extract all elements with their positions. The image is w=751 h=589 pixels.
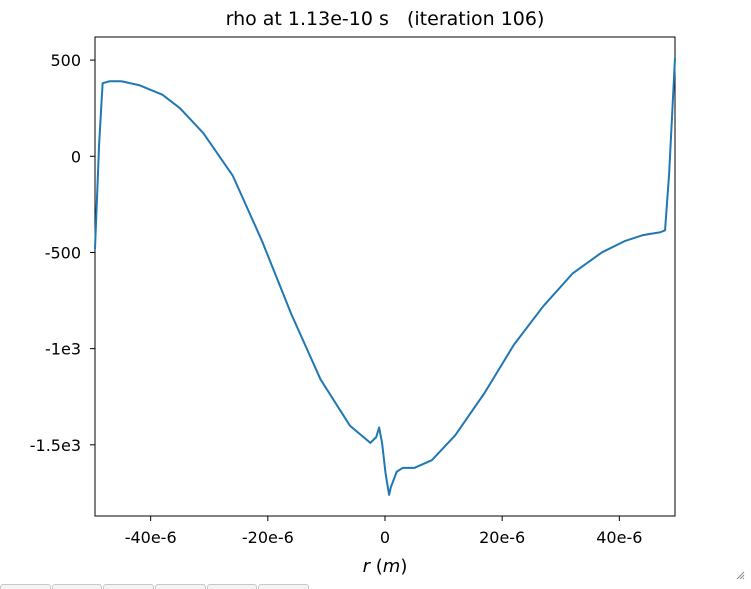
y-tick-label: 0 xyxy=(71,147,81,166)
y-tick-label: -500 xyxy=(45,243,81,262)
x-axis-label-unit: m xyxy=(383,556,401,577)
toolbar-button-forward[interactable] xyxy=(103,584,155,589)
x-tick-label: -40e-6 xyxy=(125,528,177,547)
resize-grip-icon[interactable] xyxy=(736,571,745,580)
x-tick-label: 40e-6 xyxy=(596,528,642,547)
y-tick-label: -1e3 xyxy=(45,340,81,359)
x-axis-label-variable: r xyxy=(363,556,372,577)
x-tick-label: -20e-6 xyxy=(242,528,294,547)
x-axis-label-paren-close: ) xyxy=(400,556,407,577)
x-tick-label: 0 xyxy=(380,528,390,547)
chart-title: rho at 1.13e-10 s (iteration 106) xyxy=(226,8,545,30)
data-line-series xyxy=(94,57,676,496)
plot-area xyxy=(94,36,676,517)
toolbar-button-zoom[interactable] xyxy=(206,584,258,589)
y-tick-label: 500 xyxy=(50,51,81,70)
y-tick-label: -1.5e3 xyxy=(30,436,81,455)
plot-frame xyxy=(94,36,676,517)
x-axis-ticks: -40e-6 -20e-6 0 20e-6 40e-6 xyxy=(125,516,642,547)
toolbar-button-pan[interactable] xyxy=(155,584,206,589)
y-axis-ticks: 500 0 -500 -1e3 -1.5e3 xyxy=(30,51,95,455)
toolbar-button-home[interactable] xyxy=(0,584,51,589)
toolbar-button-back[interactable] xyxy=(51,584,103,589)
x-axis-label-paren-open: ( xyxy=(370,556,383,577)
x-tick-label: 20e-6 xyxy=(479,528,525,547)
figure-toolbar xyxy=(0,584,310,589)
toolbar-button-save[interactable] xyxy=(258,584,310,589)
x-axis-label: r (m) xyxy=(363,556,408,577)
